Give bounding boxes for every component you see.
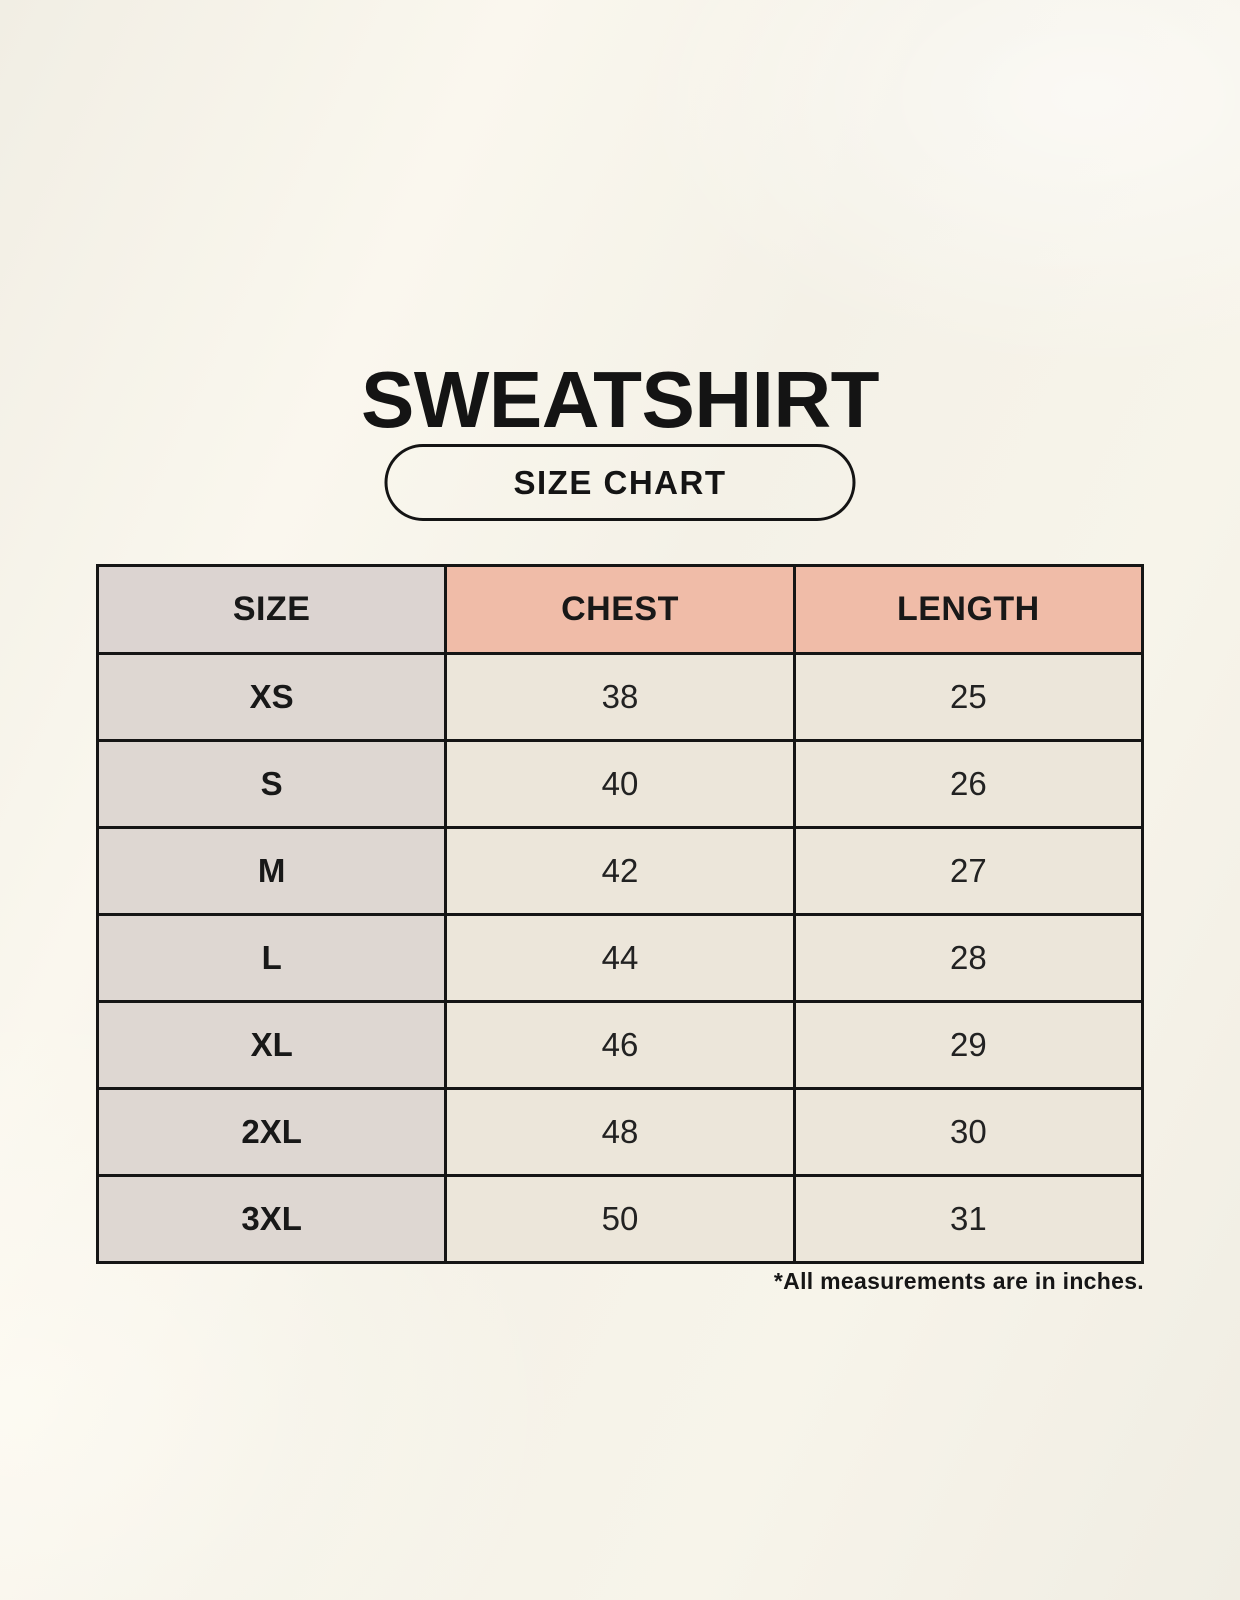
- length-cell: 26: [792, 739, 1145, 829]
- table-row: 2XL 48 30: [95, 1087, 1145, 1177]
- table-row: 3XL 50 31: [95, 1174, 1145, 1264]
- header-row: SIZE CHEST LENGTH: [95, 564, 1145, 655]
- chest-cell: 40: [444, 739, 796, 829]
- length-cell: 25: [792, 652, 1145, 742]
- table-row: L 44 28: [95, 913, 1145, 1003]
- chest-cell: 42: [444, 826, 796, 916]
- size-cell: 2XL: [95, 1087, 448, 1177]
- length-cell: 27: [792, 826, 1145, 916]
- length-cell: 31: [792, 1174, 1145, 1264]
- chest-cell: 50: [444, 1174, 796, 1264]
- chest-cell: 38: [444, 652, 796, 742]
- column-header-size: SIZE: [95, 564, 448, 655]
- chest-cell: 48: [444, 1087, 796, 1177]
- table-row: M 42 27: [95, 826, 1145, 916]
- column-header-chest: CHEST: [444, 564, 796, 655]
- measurements-footnote: *All measurements are in inches.: [773, 1268, 1144, 1294]
- length-cell: 28: [792, 913, 1145, 1003]
- table-row: XS 38 25: [95, 652, 1145, 742]
- size-cell: M: [95, 826, 448, 916]
- size-cell: L: [95, 913, 448, 1003]
- size-chart-table: SIZE CHEST LENGTH XS 38 25 S 40 26 M 42 …: [95, 564, 1145, 1264]
- length-cell: 29: [792, 1000, 1145, 1090]
- table-row: XL 46 29: [95, 1000, 1145, 1090]
- size-chart-badge: SIZE CHART: [384, 444, 856, 521]
- table-row: S 40 26: [95, 739, 1145, 829]
- page-title: SWEATSHIRT: [361, 354, 879, 444]
- size-cell: XS: [95, 652, 448, 742]
- column-header-length: LENGTH: [792, 564, 1145, 655]
- chest-cell: 44: [444, 913, 796, 1003]
- size-cell: 3XL: [95, 1174, 448, 1264]
- length-cell: 30: [792, 1087, 1145, 1177]
- chest-cell: 46: [444, 1000, 796, 1090]
- size-cell: S: [95, 739, 448, 829]
- size-cell: XL: [95, 1000, 448, 1090]
- size-chart-badge-label: SIZE CHART: [513, 463, 727, 501]
